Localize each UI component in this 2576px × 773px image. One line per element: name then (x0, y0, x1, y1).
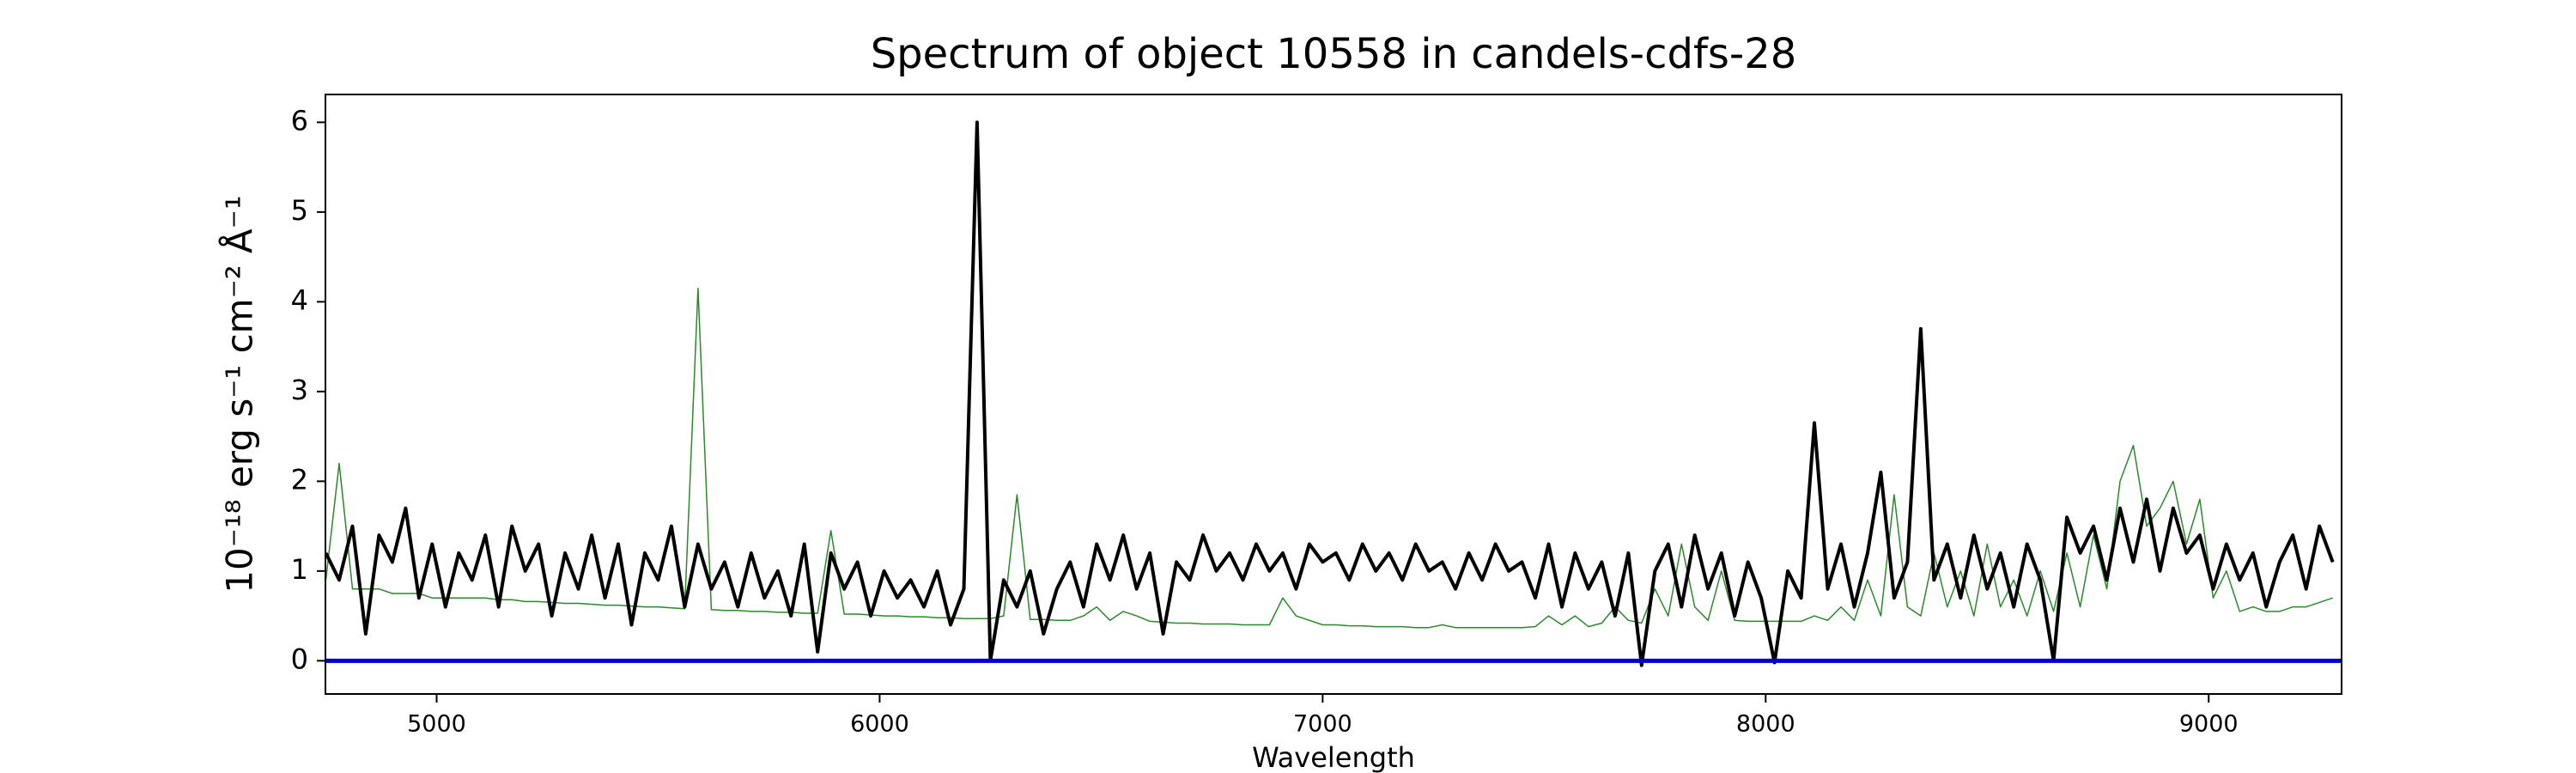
y-tick-label: 0 (291, 642, 308, 675)
x-axis-label: Wavelength (1252, 741, 1415, 773)
spectrum-line (325, 287, 2333, 629)
x-tick-label: 6000 (850, 711, 909, 738)
x-tick-label: 5000 (407, 711, 466, 738)
x-tick-label: 9000 (2179, 711, 2239, 738)
spectrum-line (325, 120, 2335, 667)
y-tick-label: 6 (291, 104, 308, 137)
y-tick-label: 5 (291, 194, 308, 227)
plot-frame (325, 94, 2342, 695)
y-tick-label: 3 (291, 374, 308, 406)
x-tick-label: 7000 (1293, 711, 1352, 738)
y-tick-label: 1 (291, 553, 308, 586)
x-tick-label: 8000 (1736, 711, 1795, 738)
chart-title: Spectrum of object 10558 in candels-cdfs… (871, 30, 1797, 78)
y-tick-label: 2 (291, 463, 308, 496)
y-tick-label: 4 (291, 283, 308, 316)
y-axis-label: 10⁻¹⁸ erg s⁻¹ cm⁻² Å⁻¹ (218, 195, 261, 593)
